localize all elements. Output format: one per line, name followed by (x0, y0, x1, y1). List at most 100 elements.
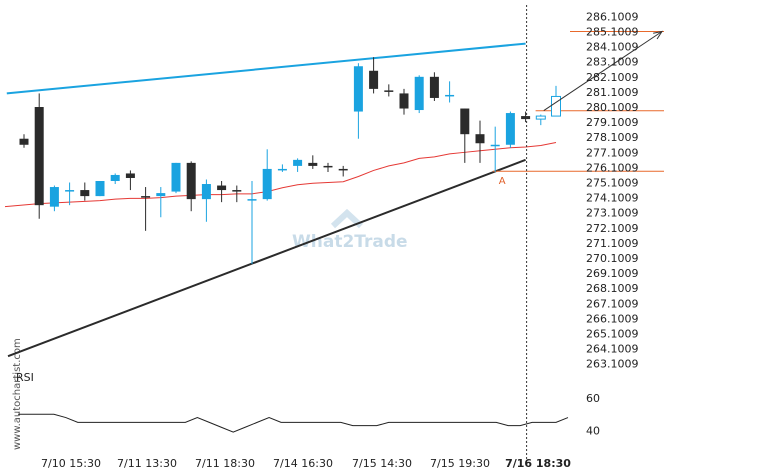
candle-body (65, 190, 75, 192)
rsi-axis-tick-label: 40 (586, 425, 600, 438)
candle (414, 75, 424, 114)
candle (171, 162, 181, 194)
x-axis-tick-label: 7/15 14:30 (352, 457, 412, 470)
candle (323, 162, 333, 172)
x-axis-tick-label: 7/11 18:30 (195, 457, 255, 470)
candle-body (505, 113, 515, 145)
x-axis-tick-label: 7/15 19:30 (430, 457, 490, 470)
candle (445, 81, 455, 103)
candle-body (323, 165, 333, 168)
candle-body (156, 193, 166, 197)
y-axis-tick-label: 268.1009 (586, 282, 639, 295)
pattern-marker-label: A (499, 176, 506, 187)
y-axis-tick-label: 264.1009 (586, 343, 639, 356)
candle-body (217, 185, 227, 191)
candle-body (95, 181, 105, 197)
moving-average-line (4, 142, 557, 208)
y-axis-tick-label: 267.1009 (586, 297, 639, 310)
candle (110, 173, 120, 185)
y-axis-tick-label: 279.1009 (586, 116, 639, 129)
candle (262, 149, 272, 201)
candle (384, 84, 394, 97)
candle-body (490, 144, 500, 147)
candle-body (535, 115, 546, 120)
candle (156, 187, 166, 218)
candle-body (247, 199, 257, 201)
x-axis-tick-label: 7/14 16:30 (273, 457, 333, 470)
y-axis-tick-label: 285.1009 (586, 26, 639, 39)
y-axis-tick-label: 284.1009 (586, 41, 639, 54)
y-axis-tick-label: 280.1009 (586, 101, 639, 114)
watermark-logo-icon (330, 208, 364, 229)
candle (505, 111, 515, 148)
candle-body (308, 162, 318, 166)
candle-body (369, 70, 379, 89)
candle-body (277, 168, 287, 171)
candle-body (353, 66, 363, 112)
candle (34, 93, 44, 219)
candle-body (414, 76, 424, 111)
candle (19, 134, 29, 148)
candle (429, 72, 439, 101)
candle (232, 185, 242, 203)
candle-body (201, 184, 211, 200)
candle (490, 126, 500, 172)
candle (460, 108, 470, 163)
y-axis-tick-label: 269.1009 (586, 267, 639, 280)
candle-body (34, 107, 44, 206)
x-axis-tick-label: 7/11 13:30 (117, 457, 177, 470)
candle-body (521, 116, 531, 120)
lower-trendline (7, 158, 526, 358)
candle (277, 164, 287, 172)
y-axis-tick-label: 276.1009 (586, 161, 639, 174)
candle-body (141, 196, 151, 198)
candle (521, 111, 531, 123)
candle (535, 114, 546, 126)
y-axis-tick-label: 272.1009 (586, 222, 639, 235)
rsi-panel-label: RSI (16, 371, 34, 384)
candle (551, 85, 561, 117)
upper-trendline (6, 42, 526, 95)
candle-body (171, 162, 181, 192)
candle-body (293, 159, 303, 166)
y-axis-tick-label: 263.1009 (586, 358, 639, 371)
forecast-arrow-line (543, 31, 663, 111)
candle (369, 57, 379, 94)
y-axis-tick-label: 283.1009 (586, 56, 639, 69)
side-watermark: www.autochartist.com (12, 338, 23, 450)
candle (247, 181, 257, 265)
rsi-axis-tick-label: 60 (586, 392, 600, 405)
candle (125, 170, 135, 191)
candle (338, 165, 348, 177)
y-axis-tick-label: 274.1009 (586, 192, 639, 205)
candle-body (399, 93, 409, 109)
candle-body (186, 162, 196, 200)
y-axis-tick-label: 275.1009 (586, 177, 639, 190)
x-axis-current-tick-label: 7/16 18:30 (505, 457, 571, 470)
y-axis-tick-label: 278.1009 (586, 131, 639, 144)
rsi-line (18, 413, 569, 433)
y-axis-tick-label: 277.1009 (586, 146, 639, 159)
y-axis-tick-label: 286.1009 (586, 10, 639, 23)
candle (217, 181, 227, 203)
y-axis-tick-label: 281.1009 (586, 86, 639, 99)
candle (80, 182, 90, 201)
candle (475, 120, 485, 163)
candle (399, 88, 409, 115)
candle (95, 181, 105, 197)
candle-body (262, 168, 272, 200)
y-axis-tick-label: 265.1009 (586, 328, 639, 341)
candle (186, 161, 196, 212)
forecast-arrow-head (653, 30, 664, 40)
y-axis-tick-label: 271.1009 (586, 237, 639, 250)
candle-body (445, 94, 455, 97)
candle (141, 187, 151, 231)
y-axis-tick-label: 282.1009 (586, 71, 639, 84)
candle (308, 155, 318, 169)
candle-body (551, 95, 561, 117)
candle (49, 185, 59, 212)
x-axis-tick-label: 7/10 15:30 (41, 457, 101, 470)
candle-body (429, 76, 439, 98)
